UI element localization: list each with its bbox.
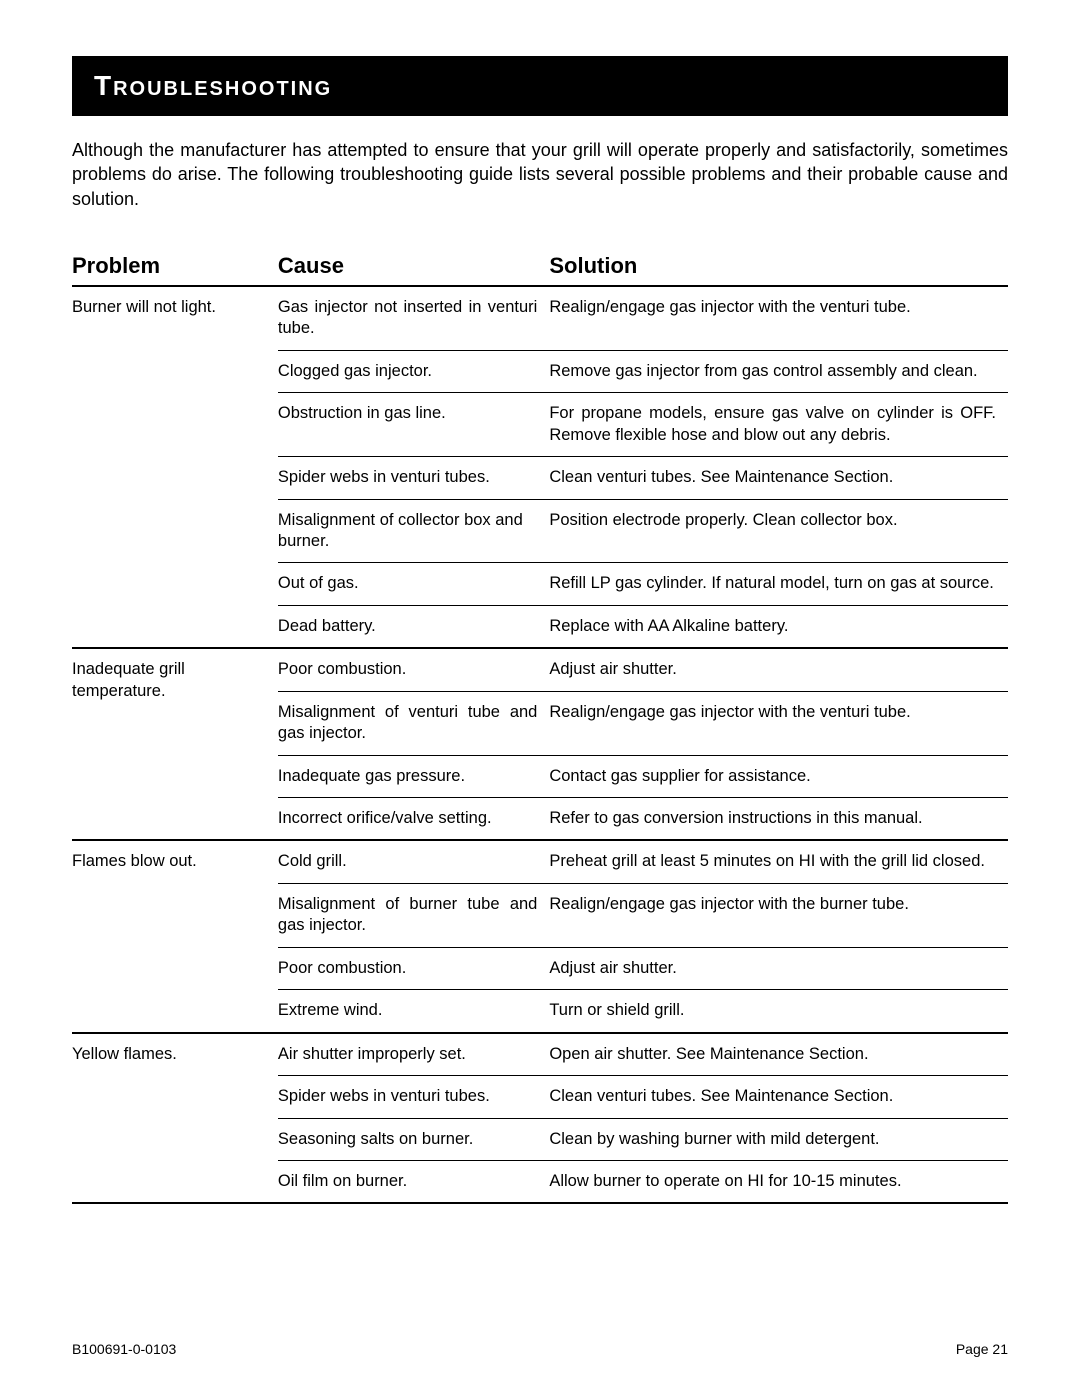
title-bar: Troubleshooting — [72, 56, 1008, 116]
cause-cell: Spider webs in venturi tubes. — [278, 457, 549, 499]
cause-cell: Dead battery. — [278, 605, 549, 648]
solution-cell: Adjust air shutter. — [549, 947, 1008, 989]
table-row: Inadequate grill temperature.Poor combus… — [72, 648, 1008, 691]
cause-cell: Cold grill. — [278, 840, 549, 883]
cause-cell: Misalignment of burner tube and gas inje… — [278, 883, 549, 947]
solution-cell: Clean venturi tubes. See Maintenance Sec… — [549, 1076, 1008, 1118]
solution-cell: Refer to gas conversion instructions in … — [549, 798, 1008, 841]
table-header-row: Problem Cause Solution — [72, 245, 1008, 286]
cause-cell: Extreme wind. — [278, 990, 549, 1033]
cause-cell: Oil film on burner. — [278, 1160, 549, 1203]
page-title: Troubleshooting — [94, 70, 986, 102]
solution-cell: Contact gas supplier for assistance. — [549, 755, 1008, 797]
cause-cell: Air shutter improperly set. — [278, 1033, 549, 1076]
solution-cell: Turn or shield grill. — [549, 990, 1008, 1033]
solution-cell: Realign/engage gas injector with the ven… — [549, 286, 1008, 350]
cause-cell: Obstruction in gas line. — [278, 393, 549, 457]
solution-cell: Clean venturi tubes. See Maintenance Sec… — [549, 457, 1008, 499]
cause-cell: Gas injector not inserted in venturi tub… — [278, 286, 549, 350]
table-row: Yellow flames.Air shutter improperly set… — [72, 1033, 1008, 1076]
footer-doc-number: B100691-0-0103 — [72, 1341, 176, 1357]
cause-cell: Clogged gas injector. — [278, 350, 549, 392]
table-row: Burner will not light.Gas injector not i… — [72, 286, 1008, 350]
header-cause: Cause — [278, 245, 549, 286]
solution-cell: Realign/engage gas injector with the bur… — [549, 883, 1008, 947]
footer-page-number: Page 21 — [956, 1341, 1008, 1357]
page: Troubleshooting Although the manufacture… — [0, 0, 1080, 1397]
cause-cell: Misalignment of collector box and burner… — [278, 499, 549, 563]
intro-paragraph: Although the manufacturer has attempted … — [72, 138, 1008, 211]
solution-cell: Open air shutter. See Maintenance Sectio… — [549, 1033, 1008, 1076]
solution-cell: Realign/engage gas injector with the ven… — [549, 691, 1008, 755]
problem-cell: Burner will not light. — [72, 286, 278, 648]
cause-cell: Poor combustion. — [278, 648, 549, 691]
solution-cell: Preheat grill at least 5 minutes on HI w… — [549, 840, 1008, 883]
cause-cell: Out of gas. — [278, 563, 549, 605]
page-footer: B100691-0-0103 Page 21 — [72, 1341, 1008, 1357]
solution-cell: For propane models, ensure gas valve on … — [549, 393, 1008, 457]
solution-cell: Position electrode properly. Clean colle… — [549, 499, 1008, 563]
problem-cell: Flames blow out. — [72, 840, 278, 1032]
cause-cell: Inadequate gas pressure. — [278, 755, 549, 797]
troubleshooting-table: Problem Cause Solution Burner will not l… — [72, 245, 1008, 1205]
solution-cell: Clean by washing burner with mild deterg… — [549, 1118, 1008, 1160]
cause-cell: Incorrect orifice/valve setting. — [278, 798, 549, 841]
solution-cell: Adjust air shutter. — [549, 648, 1008, 691]
cause-cell: Misalignment of venturi tube and gas inj… — [278, 691, 549, 755]
solution-cell: Allow burner to operate on HI for 10-15 … — [549, 1160, 1008, 1203]
table-row: Flames blow out.Cold grill.Preheat grill… — [72, 840, 1008, 883]
header-solution: Solution — [549, 245, 1008, 286]
cause-cell: Seasoning salts on burner. — [278, 1118, 549, 1160]
problem-cell: Inadequate grill temperature. — [72, 648, 278, 840]
table-body: Burner will not light.Gas injector not i… — [72, 286, 1008, 1204]
solution-cell: Remove gas injector from gas control ass… — [549, 350, 1008, 392]
cause-cell: Spider webs in venturi tubes. — [278, 1076, 549, 1118]
problem-cell: Yellow flames. — [72, 1033, 278, 1204]
solution-cell: Refill LP gas cylinder. If natural model… — [549, 563, 1008, 605]
header-problem: Problem — [72, 245, 278, 286]
solution-cell: Replace with AA Alkaline battery. — [549, 605, 1008, 648]
cause-cell: Poor combustion. — [278, 947, 549, 989]
